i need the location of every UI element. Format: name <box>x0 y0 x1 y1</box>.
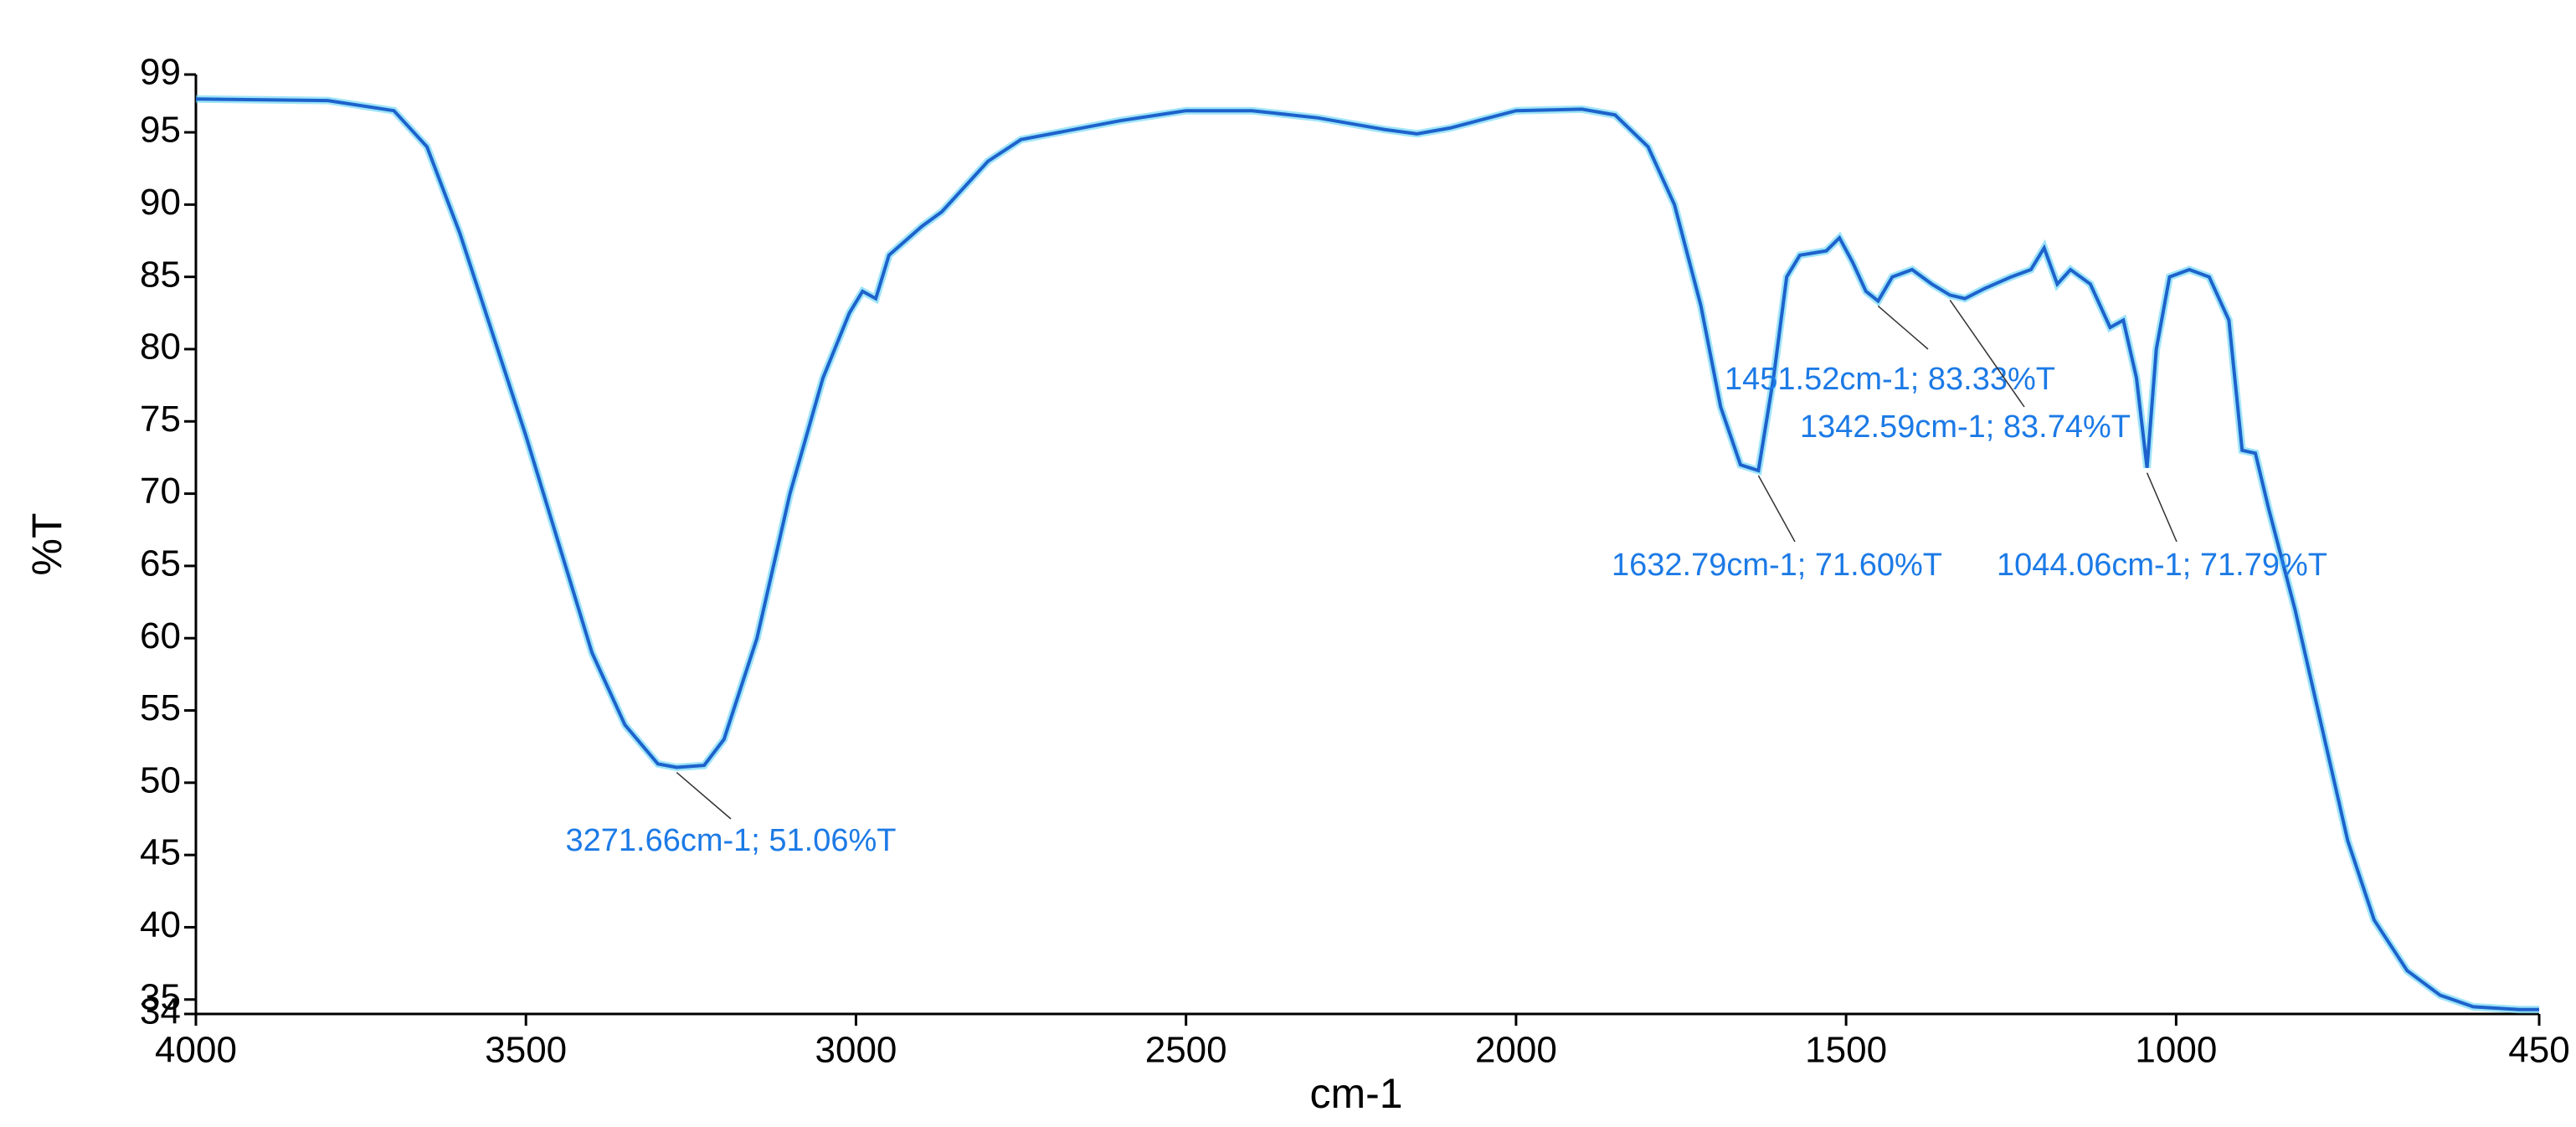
y-tick-label: 85 <box>140 254 181 295</box>
x-tick-label: 1000 <box>2135 1030 2217 1071</box>
y-tick-label: 35 <box>140 976 181 1017</box>
annotation-leader <box>676 771 732 820</box>
annotation-label: 1451.52cm-1; 83.33%T <box>1725 362 2055 397</box>
annotation-leader <box>2146 472 2178 543</box>
y-tick-label: 60 <box>140 615 181 656</box>
y-tick-label: 50 <box>140 759 181 800</box>
annotation-label: 1342.59cm-1; 83.74%T <box>1800 409 2131 445</box>
y-tick-label: 70 <box>140 471 181 512</box>
annotation-label: 1044.06cm-1; 71.79%T <box>1997 548 2327 583</box>
spectrum-line <box>195 97 2539 1011</box>
x-tick-label: 4000 <box>155 1030 237 1071</box>
x-tick-label: 450 <box>2508 1030 2569 1071</box>
y-tick-label: 80 <box>140 327 181 368</box>
y-tick-label: 40 <box>140 904 181 945</box>
x-tick-label: 1500 <box>1805 1030 1887 1071</box>
y-tick-label: 65 <box>140 543 181 584</box>
y-tick-label: 34 <box>140 991 181 1032</box>
annotation-leader <box>1949 299 2025 408</box>
y-tick-label: 55 <box>140 687 181 728</box>
x-tick-label: 2500 <box>1145 1030 1227 1071</box>
annotation-label: 1632.79cm-1; 71.60%T <box>1612 548 1942 583</box>
y-tick-label: 75 <box>140 399 181 440</box>
x-tick-label: 3000 <box>815 1030 897 1071</box>
annotation-leader <box>1877 305 1929 350</box>
y-tick-label: 45 <box>140 832 181 873</box>
annotation-leader <box>1757 475 1796 543</box>
annotation-label: 3271.66cm-1; 51.06%T <box>565 823 896 858</box>
y-tick-label: 95 <box>140 110 181 151</box>
y-tick-label: 90 <box>140 182 181 223</box>
y-tick-label: 99 <box>140 52 181 93</box>
y-axis-title: %T <box>23 513 70 576</box>
x-tick-label: 2000 <box>1475 1030 1557 1071</box>
x-tick-label: 3500 <box>485 1030 567 1071</box>
x-axis-title: cm-1 <box>1309 1070 1402 1117</box>
